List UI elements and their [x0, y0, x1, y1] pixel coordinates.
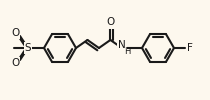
- Text: S: S: [25, 43, 31, 53]
- Text: O: O: [106, 18, 114, 28]
- Text: F: F: [187, 43, 193, 53]
- Text: N: N: [118, 40, 126, 50]
- Text: O: O: [11, 58, 19, 68]
- Text: H: H: [124, 48, 130, 56]
- Text: O: O: [11, 28, 19, 38]
